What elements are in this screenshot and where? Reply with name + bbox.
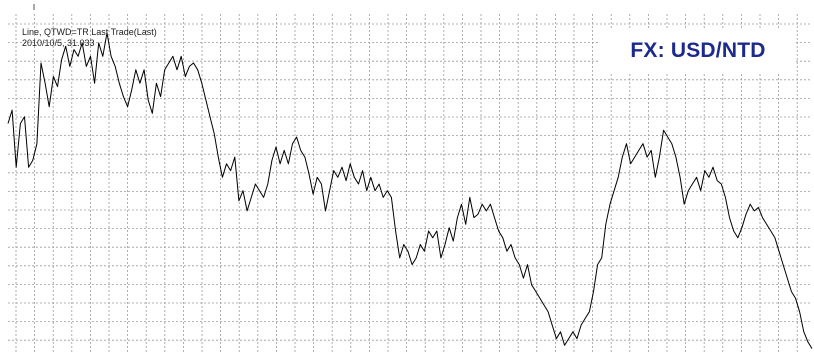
cursor-readout: 2010/10/5, 31.033 bbox=[22, 38, 95, 48]
series-group bbox=[7, 32, 813, 349]
series-line bbox=[7, 32, 813, 349]
legend-entry: Line, QTWD=TR Last Trade(Last) bbox=[22, 27, 157, 37]
legend: Line, QTWD=TR Last Trade(Last) 2010/10/5… bbox=[22, 27, 157, 49]
chart-title: FX: USD/NTD bbox=[630, 39, 766, 62]
title-box: FX: USD/NTD bbox=[600, 30, 796, 72]
gridlines bbox=[8, 4, 812, 352]
